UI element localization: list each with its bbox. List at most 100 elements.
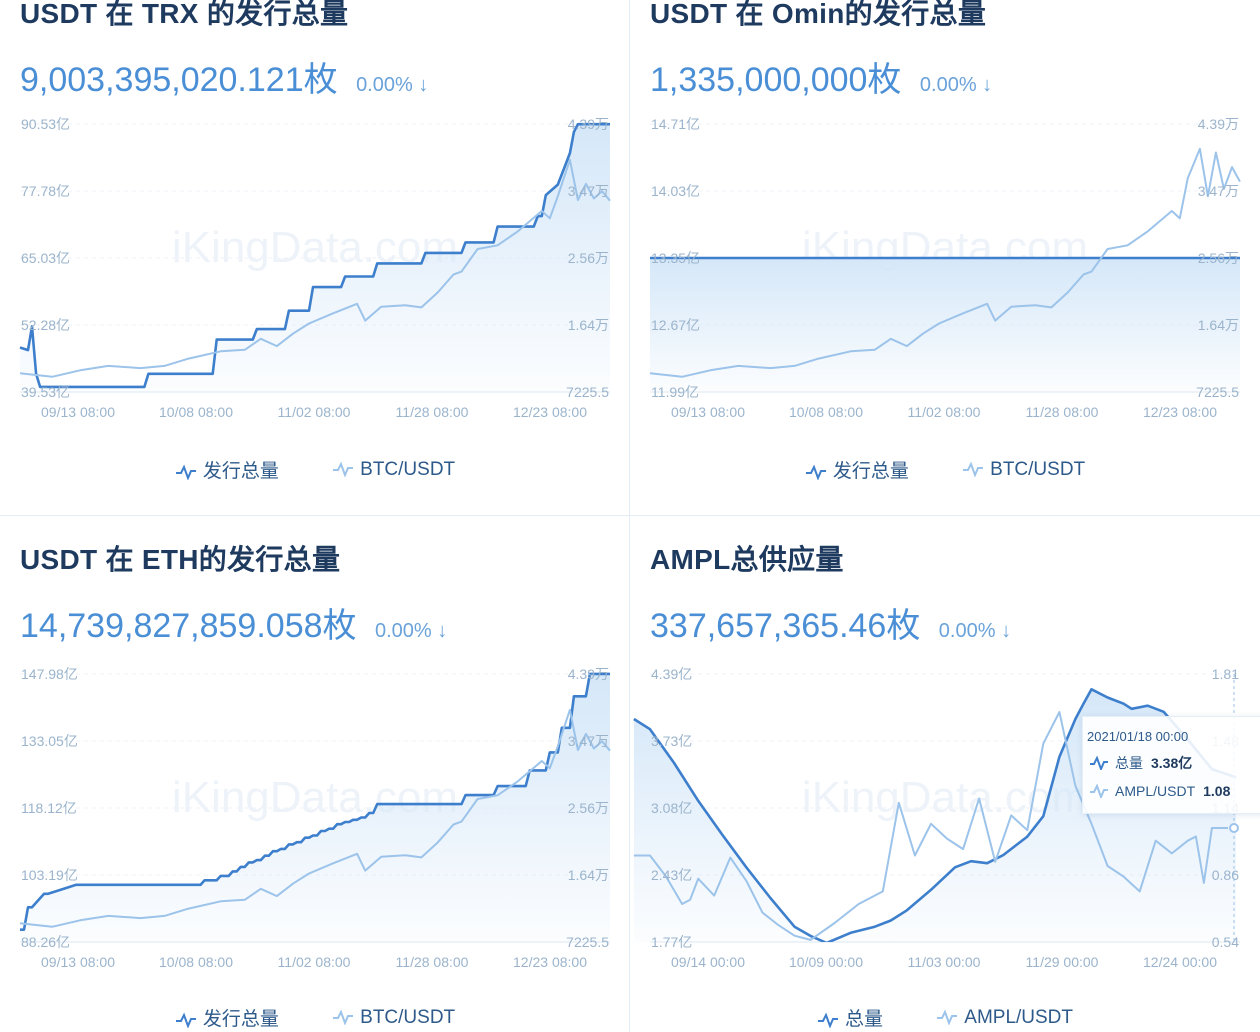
line-chart[interactable]: iKingData.com 4.39亿 3.73亿 3.08亿 2.43亿 1.77亿 1.… bbox=[630, 662, 1260, 992]
y-tick-label-right: 0.86 bbox=[1212, 867, 1239, 883]
hover-point bbox=[1229, 823, 1239, 833]
panel-ampl-supply: AMPL总供应量 337,657,365.46枚 0.00% ↓ iKingDa… bbox=[630, 516, 1260, 1032]
tooltip-row-supply: 总量 3.38亿 bbox=[1089, 753, 1192, 773]
pulse-line-icon bbox=[817, 1012, 839, 1028]
chart-legend: 发行总量 BTC/USDT bbox=[0, 1004, 630, 1031]
chart-legend: 总量 AMPL/USDT bbox=[630, 1004, 1260, 1031]
series-line-secondary[interactable] bbox=[649, 147, 1241, 378]
legend-item-secondary[interactable]: BTC/USDT bbox=[332, 1007, 455, 1029]
pulse-line-light-icon bbox=[332, 1009, 354, 1026]
pulse-line-light-icon bbox=[332, 461, 354, 478]
x-tick-label: 09/14 00:00 bbox=[671, 954, 745, 970]
change-percent: 0.00% ↓ bbox=[356, 74, 429, 96]
y-tick-label-right: 2.56万 bbox=[568, 250, 609, 266]
legend-item-primary[interactable]: 发行总量 bbox=[175, 1004, 279, 1031]
x-tick-label: 10/09 00:00 bbox=[789, 954, 863, 970]
y-tick-label-right: 7225.5 bbox=[1196, 384, 1239, 400]
legend-item-primary[interactable]: 发行总量 bbox=[175, 456, 279, 483]
x-tick-label: 11/03 00:00 bbox=[908, 954, 981, 970]
line-chart[interactable]: iKingData.com14.71亿14.03亿13.35亿12.67亿11.… bbox=[630, 112, 1260, 442]
x-tick-label: 11/02 08:00 bbox=[278, 954, 351, 970]
series-line-secondary[interactable] bbox=[19, 158, 611, 378]
tooltip-value: 3.38亿 bbox=[1151, 755, 1193, 771]
y-tick-label-right: 4.39万 bbox=[1198, 116, 1239, 132]
line-chart[interactable]: iKingData.com147.98亿133.05亿118.12亿103.19… bbox=[0, 662, 630, 992]
x-tick-label: 11/28 08:00 bbox=[396, 404, 469, 420]
pulse-line-icon bbox=[175, 464, 197, 480]
legend-item-primary[interactable]: 总量 bbox=[817, 1004, 883, 1031]
chart-legend: 发行总量 BTC/USDT bbox=[630, 456, 1260, 483]
legend-label: BTC/USDT bbox=[360, 1006, 456, 1028]
x-tick-label: 11/28 08:00 bbox=[1026, 404, 1099, 420]
series-line-secondary[interactable] bbox=[633, 711, 1228, 941]
panel-usdt-omni: USDT 在 Omin的发行总量 1,335,000,000枚 0.00% ↓ … bbox=[630, 0, 1260, 516]
x-tick-label: 09/13 08:00 bbox=[41, 954, 115, 970]
x-tick-label: 12/24 00:00 bbox=[1143, 954, 1217, 970]
legend-label: 总量 bbox=[844, 1009, 883, 1030]
series-line-primary[interactable] bbox=[20, 672, 610, 932]
series-area bbox=[20, 124, 610, 392]
y-tick-label-right: 0.54 bbox=[1212, 934, 1239, 950]
y-tick-label-right: 2.56万 bbox=[1198, 250, 1239, 266]
series-line-secondary[interactable] bbox=[19, 708, 611, 928]
y-tick-label-left: 52.28亿 bbox=[21, 317, 70, 333]
panel-title: USDT 在 TRX 的发行总量 bbox=[20, 0, 349, 29]
horizontal-divider bbox=[0, 515, 1260, 516]
series-line-primary[interactable] bbox=[19, 122, 610, 389]
x-tick-label: 11/02 08:00 bbox=[908, 404, 981, 420]
change-percent: 0.00% ↓ bbox=[919, 74, 993, 96]
y-tick-label-right: 1.81 bbox=[1212, 666, 1239, 682]
value-row: 9,003,395,020.121枚 0.00% ↓ bbox=[20, 52, 428, 101]
y-tick-label-right: 3.47万 bbox=[568, 183, 609, 199]
total-value: 14,739,827,859.058枚 bbox=[20, 607, 357, 645]
legend-item-primary[interactable]: 发行总量 bbox=[805, 456, 909, 483]
legend-item-secondary[interactable]: BTC/USDT bbox=[962, 459, 1085, 481]
tooltip-row-price: AMPL/USDT 1.08 bbox=[1089, 783, 1230, 801]
panel-title: USDT 在 Omin的发行总量 bbox=[650, 0, 987, 29]
series-area bbox=[20, 673, 610, 942]
chart-legend: 发行总量 BTC/USDT bbox=[0, 456, 630, 483]
total-value: 1,335,000,000枚 bbox=[650, 61, 902, 99]
tooltip-label: 总量 bbox=[1115, 755, 1143, 771]
y-tick-label-right: 2.56万 bbox=[568, 800, 609, 816]
series-area bbox=[650, 258, 1240, 392]
legend-label: AMPL/USDT bbox=[964, 1006, 1074, 1028]
y-tick-label-left: 3.08亿 bbox=[651, 800, 692, 816]
panel-title: AMPL总供应量 bbox=[650, 544, 844, 575]
x-tick-label: 12/23 08:00 bbox=[513, 954, 587, 970]
x-tick-label: 11/02 08:00 bbox=[278, 404, 351, 420]
series-line-primary[interactable] bbox=[633, 687, 1237, 943]
y-tick-label-left: 103.19亿 bbox=[21, 867, 78, 883]
y-tick-label-left: 4.39亿 bbox=[651, 666, 692, 682]
y-tick-label-left: 77.78亿 bbox=[21, 183, 70, 199]
y-tick-label-right: 1.64万 bbox=[568, 867, 609, 883]
y-tick-label-left: 133.05亿 bbox=[21, 733, 78, 749]
y-tick-label-left: 14.71亿 bbox=[651, 116, 700, 132]
legend-item-secondary[interactable]: BTC/USDT bbox=[332, 459, 455, 481]
y-tick-label-left: 65.03亿 bbox=[21, 250, 70, 266]
legend-label: 发行总量 bbox=[832, 461, 909, 482]
pulse-line-light-icon bbox=[962, 461, 984, 478]
y-tick-label-left: 88.26亿 bbox=[21, 934, 70, 950]
y-tick-label-left: 2.43亿 bbox=[651, 867, 692, 883]
y-tick-label-left: 11.99亿 bbox=[651, 384, 699, 400]
pulse-line-icon bbox=[805, 464, 827, 480]
pulse-line-light-icon bbox=[936, 1009, 958, 1026]
watermark-text: iKingData.com bbox=[802, 773, 1088, 822]
y-tick-label-left: 1.77亿 bbox=[651, 934, 692, 950]
total-value: 9,003,395,020.121枚 bbox=[20, 61, 338, 99]
line-chart[interactable]: iKingData.com90.53亿77.78亿65.03亿52.28亿39.… bbox=[0, 112, 630, 442]
y-tick-label-left: 14.03亿 bbox=[651, 183, 700, 199]
legend-item-secondary[interactable]: AMPL/USDT bbox=[936, 1007, 1073, 1029]
x-tick-label: 12/23 08:00 bbox=[513, 404, 587, 420]
legend-label: BTC/USDT bbox=[990, 458, 1086, 480]
pulse-line-icon bbox=[1089, 755, 1109, 773]
x-tick-label: 09/13 08:00 bbox=[671, 404, 745, 420]
tooltip-label: AMPL/USDT bbox=[1115, 783, 1196, 799]
panel-usdt-trx: USDT 在 TRX 的发行总量 9,003,395,020.121枚 0.00… bbox=[0, 0, 630, 516]
pulse-line-light-icon bbox=[1089, 783, 1109, 801]
x-tick-label: 10/08 08:00 bbox=[159, 954, 233, 970]
legend-label: BTC/USDT bbox=[360, 458, 456, 480]
y-tick-label-right: 4.39万 bbox=[568, 116, 609, 132]
chart-tooltip: 2021/01/18 00:00 总量 3.38亿 AMPL/USDT 1.08 bbox=[1082, 716, 1260, 814]
